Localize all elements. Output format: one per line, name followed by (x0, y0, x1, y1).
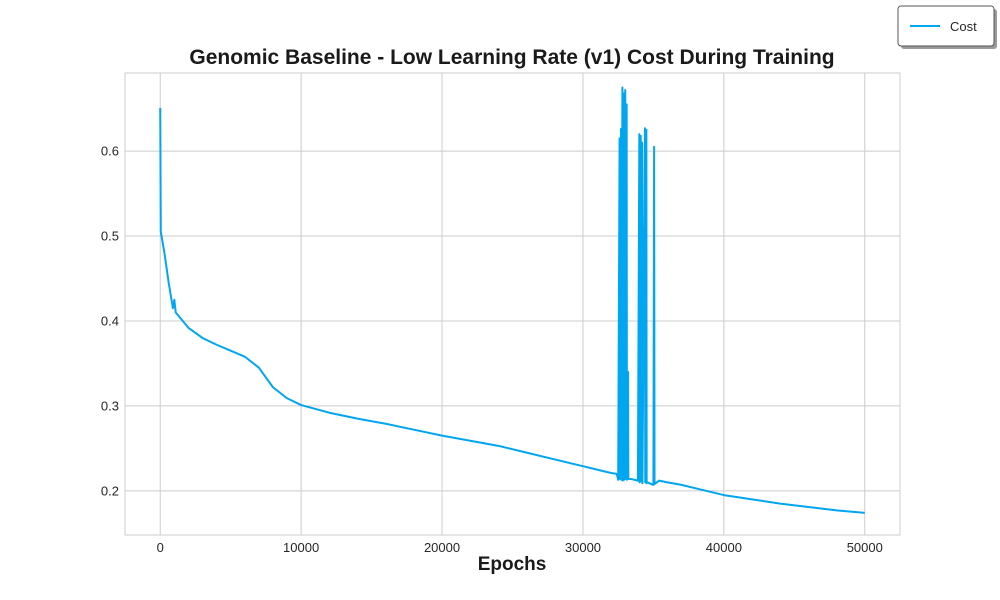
x-axis-ticks: 0 10000 20000 30000 40000 50000 (157, 540, 883, 555)
legend-box (897, 5, 995, 47)
series-line-cost (159, 86, 865, 514)
x-axis-label: Epochs (478, 554, 547, 575)
y-tick-label: 0.2 (101, 483, 119, 498)
y-axis-ticks: 0.2 0.3 0.4 0.5 0.6 (101, 144, 119, 499)
x-tick-label: 50000 (847, 540, 883, 555)
chart-title: Genomic Baseline - Low Learning Rate (v1… (189, 46, 834, 69)
x-tick-label: 20000 (424, 540, 460, 555)
x-tick-label: 0 (157, 540, 164, 555)
y-tick-label: 0.4 (101, 313, 119, 328)
x-tick-label: 40000 (706, 540, 742, 555)
grid (125, 73, 900, 535)
legend: Cost (897, 5, 997, 49)
y-tick-label: 0.3 (101, 398, 119, 413)
series-group (159, 86, 865, 514)
x-tick-label: 10000 (283, 540, 319, 555)
plot-frame (124, 72, 901, 536)
y-tick-label: 0.6 (101, 144, 119, 159)
legend-label-cost: Cost (950, 19, 977, 34)
y-tick-label: 0.5 (101, 229, 119, 244)
x-tick-label: 30000 (565, 540, 601, 555)
